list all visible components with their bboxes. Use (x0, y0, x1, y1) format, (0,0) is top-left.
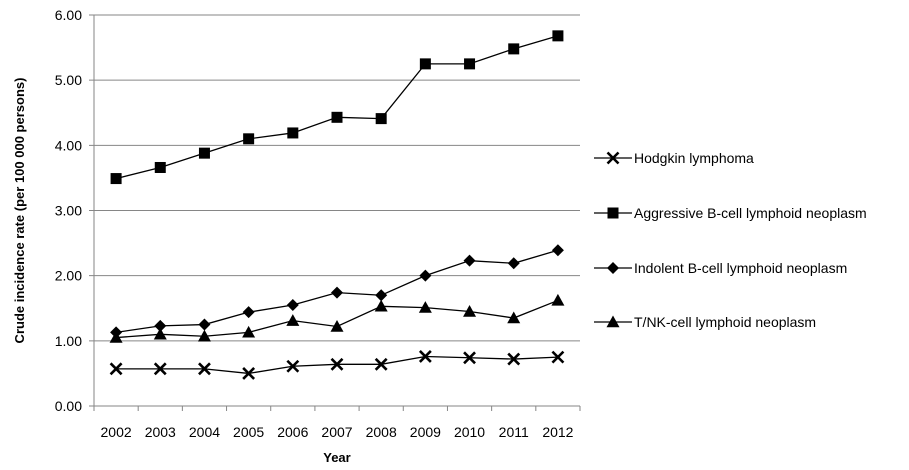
data-point-indolent-b-cell-lymphoid-neoplasm (242, 306, 255, 319)
data-point-hodgkin-lymphoma (507, 352, 521, 366)
data-point-aggressive-b-cell-lymphoid-neoplasm (198, 147, 210, 159)
x-tick-label: 2012 (542, 424, 573, 440)
legend-label: Hodgkin lymphoma (634, 150, 754, 166)
data-point-aggressive-b-cell-lymphoid-neoplasm (110, 173, 122, 185)
data-point-t-nk-cell-lymphoid-neoplasm (286, 314, 300, 326)
data-point-t-nk-cell-lymphoid-neoplasm (109, 331, 123, 343)
data-point-indolent-b-cell-lymphoid-neoplasm (419, 269, 432, 282)
x-tick-label: 2003 (145, 424, 176, 440)
legend-label: T/NK-cell lymphoid neoplasm (634, 314, 816, 330)
y-tick-label: 4.00 (55, 137, 82, 153)
data-point-indolent-b-cell-lymphoid-neoplasm (286, 298, 299, 311)
y-tick-label: 6.00 (55, 7, 82, 23)
axes (89, 15, 581, 411)
series (109, 30, 565, 380)
data-point-aggressive-b-cell-lymphoid-neoplasm (375, 113, 387, 125)
legend-marker-aggressive-b-cell-lymphoid-neoplasm (607, 207, 619, 219)
data-point-hodgkin-lymphoma (286, 359, 300, 373)
x-tick-label: 2002 (101, 424, 132, 440)
data-point-hodgkin-lymphoma (551, 350, 565, 364)
data-point-t-nk-cell-lymphoid-neoplasm (418, 301, 432, 313)
legend-item-indolent-b-cell-lymphoid-neoplasm: Indolent B-cell lymphoid neoplasm (594, 260, 847, 276)
data-point-hodgkin-lymphoma (463, 351, 476, 365)
data-point-aggressive-b-cell-lymphoid-neoplasm (243, 133, 255, 145)
data-point-hodgkin-lymphoma (109, 362, 123, 376)
data-point-t-nk-cell-lymphoid-neoplasm (551, 293, 565, 306)
grid (89, 14, 580, 342)
legend-item-hodgkin-lymphoma: Hodgkin lymphoma (594, 150, 754, 166)
y-tick-labels: 0.00 1.00 2.00 3.00 4.00 5.00 6.00 (55, 7, 82, 414)
data-point-aggressive-b-cell-lymphoid-neoplasm (552, 30, 564, 42)
series-line-aggressive-b-cell-lymphoid-neoplasm (115, 35, 559, 180)
legend-item-aggressive-b-cell-lymphoid-neoplasm: Aggressive B-cell lymphoid neoplasm (594, 205, 867, 221)
series-indolent-b-cell-lymphoid-neoplasm (110, 244, 564, 339)
legend-item-t-nk-cell-lymphoid-neoplasm: T/NK-cell lymphoid neoplasm (594, 314, 816, 330)
x-tick-label: 2010 (454, 424, 485, 440)
data-point-t-nk-cell-lymphoid-neoplasm (374, 299, 388, 312)
data-point-indolent-b-cell-lymphoid-neoplasm (331, 286, 343, 299)
data-point-hodgkin-lymphoma (153, 362, 167, 376)
data-point-hodgkin-lymphoma (374, 357, 388, 371)
series-aggressive-b-cell-lymphoid-neoplasm (110, 30, 564, 185)
data-point-hodgkin-lymphoma (242, 366, 256, 380)
data-point-indolent-b-cell-lymphoid-neoplasm (375, 289, 388, 302)
data-point-t-nk-cell-lymphoid-neoplasm (330, 319, 344, 332)
data-point-indolent-b-cell-lymphoid-neoplasm (507, 257, 520, 270)
data-point-hodgkin-lymphoma (418, 350, 432, 363)
data-point-t-nk-cell-lymphoid-neoplasm (242, 325, 256, 338)
data-point-aggressive-b-cell-lymphoid-neoplasm (508, 43, 520, 55)
series-t-nk-cell-lymphoid-neoplasm (109, 293, 565, 343)
data-point-t-nk-cell-lymphoid-neoplasm (153, 327, 167, 340)
data-point-indolent-b-cell-lymphoid-neoplasm (198, 318, 211, 331)
x-tick-label: 2009 (410, 424, 441, 440)
data-point-indolent-b-cell-lymphoid-neoplasm (463, 254, 476, 267)
data-point-hodgkin-lymphoma (330, 357, 344, 371)
data-point-t-nk-cell-lymphoid-neoplasm (507, 311, 521, 324)
y-tick-label: 0.00 (55, 398, 82, 414)
data-point-aggressive-b-cell-lymphoid-neoplasm (419, 58, 431, 70)
x-tick-labels: 2002 2003 2004 2005 2006 2007 2008 2009 2010 2011… (101, 424, 574, 440)
data-point-indolent-b-cell-lymphoid-neoplasm (154, 319, 167, 332)
data-point-aggressive-b-cell-lymphoid-neoplasm (331, 111, 343, 123)
data-point-t-nk-cell-lymphoid-neoplasm (197, 329, 211, 342)
y-tick-label: 3.00 (55, 203, 82, 219)
series-hodgkin-lymphoma (109, 350, 565, 380)
legend-marker-t-nk-cell-lymphoid-neoplasm (606, 315, 620, 328)
legend-marker-hodgkin-lymphoma (606, 151, 620, 165)
legend-marker-indolent-b-cell-lymphoid-neoplasm (607, 262, 619, 274)
y-tick-label: 5.00 (55, 72, 82, 88)
x-tick-label: 2005 (233, 424, 264, 440)
legend-label: Aggressive B-cell lymphoid neoplasm (634, 205, 867, 221)
series-line-t-nk-cell-lymphoid-neoplasm (116, 299, 559, 339)
x-tick-label: 2004 (189, 424, 220, 440)
x-tick-label: 2011 (499, 424, 529, 440)
data-point-aggressive-b-cell-lymphoid-neoplasm (287, 127, 299, 139)
x-tick-label: 2007 (321, 424, 352, 440)
data-point-aggressive-b-cell-lymphoid-neoplasm (464, 58, 476, 70)
legend: Hodgkin lymphoma Aggressive B-cell lympho… (594, 150, 867, 330)
y-tick-label: 1.00 (55, 333, 82, 349)
data-point-t-nk-cell-lymphoid-neoplasm (463, 305, 477, 317)
x-axis-title: Year (323, 450, 350, 465)
x-tick-label: 2006 (277, 424, 308, 440)
y-tick-label: 2.00 (55, 268, 82, 284)
legend-label: Indolent B-cell lymphoid neoplasm (634, 260, 847, 276)
data-point-hodgkin-lymphoma (198, 362, 211, 376)
data-point-aggressive-b-cell-lymphoid-neoplasm (154, 161, 166, 173)
x-tick-label: 2008 (366, 424, 397, 440)
y-axis-title: Crude incidence rate (per 100 000 person… (12, 78, 27, 344)
data-point-indolent-b-cell-lymphoid-neoplasm (551, 244, 564, 257)
